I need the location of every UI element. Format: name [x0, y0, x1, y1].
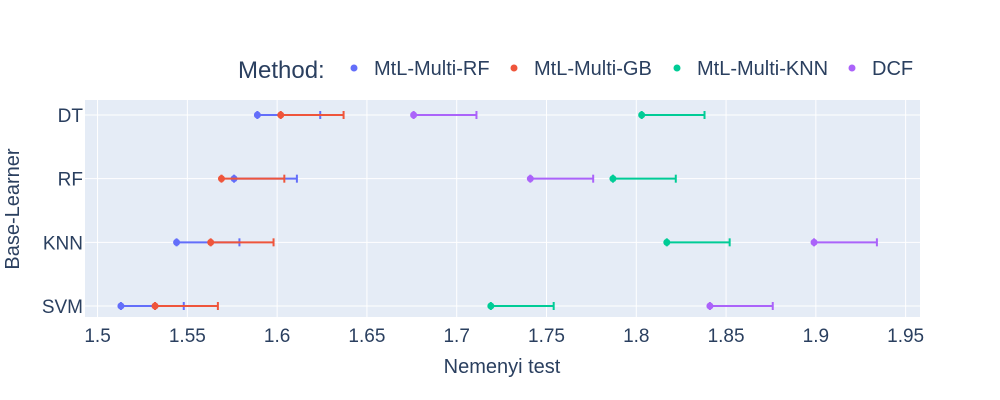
legend-marker — [510, 64, 518, 72]
legend-label: MtL-Multi-GB — [534, 58, 652, 80]
data-point[interactable] — [663, 238, 671, 246]
y-tick-labels: DT RF KNN SVM — [42, 106, 84, 318]
legend-label: DCF — [872, 58, 913, 80]
legend-item[interactable]: MtL-Multi-RF — [350, 58, 490, 80]
x-tick-label: 1.55 — [169, 326, 206, 347]
data-point[interactable] — [487, 302, 495, 310]
data-point[interactable] — [706, 302, 714, 310]
x-tick-labels: 1.5 1.55 1.6 1.65 1.7 1.75 1.8 1.85 1.9 1.95 — [84, 326, 924, 347]
legend-marker — [848, 64, 856, 72]
data-point[interactable] — [151, 302, 159, 310]
legend-title: Method: — [238, 57, 325, 84]
legend-label: MtL-Multi-RF — [374, 58, 490, 80]
data-point[interactable] — [117, 302, 125, 310]
x-tick-label: 1.85 — [708, 326, 745, 347]
series-mtl-multi-gb — [151, 111, 345, 311]
data-point[interactable] — [277, 111, 285, 119]
y-tick-label: SVM — [42, 297, 83, 318]
data-point[interactable] — [253, 111, 261, 119]
data-point[interactable] — [609, 175, 617, 183]
data-point[interactable] — [526, 175, 534, 183]
data-point[interactable] — [810, 238, 818, 246]
series-mtl-multi-knn — [487, 111, 731, 311]
data-point[interactable] — [207, 238, 215, 246]
legend[interactable]: Method: MtL-Multi-RF MtL-Multi-GB MtL-Mult… — [238, 57, 913, 84]
y-tick-label: KNN — [43, 233, 83, 254]
y-axis-title: Base-Learner — [2, 148, 24, 270]
data-point[interactable] — [217, 175, 225, 183]
chart-marks — [117, 111, 878, 311]
y-tick-label: DT — [58, 106, 84, 127]
legend-item[interactable]: MtL-Multi-KNN — [673, 58, 829, 80]
y-tick-label: RF — [58, 170, 83, 191]
x-tick-label: 1.95 — [887, 326, 924, 347]
data-point[interactable] — [410, 111, 418, 119]
x-tick-label: 1.9 — [803, 326, 829, 347]
plot-background — [85, 100, 920, 317]
x-tick-label: 1.6 — [264, 326, 290, 347]
x-axis-title: Nemenyi test — [444, 356, 561, 378]
legend-item[interactable]: DCF — [848, 58, 914, 80]
x-tick-label: 1.5 — [84, 326, 110, 347]
data-point[interactable] — [173, 238, 181, 246]
x-tick-label: 1.7 — [443, 326, 469, 347]
x-tick-label: 1.65 — [348, 326, 385, 347]
x-tick-label: 1.8 — [623, 326, 649, 347]
legend-label: MtL-Multi-KNN — [697, 58, 828, 80]
legend-marker — [673, 64, 681, 72]
legend-marker — [350, 64, 358, 72]
data-point[interactable] — [638, 111, 646, 119]
series-dcf — [410, 111, 878, 311]
legend-item[interactable]: MtL-Multi-GB — [510, 58, 652, 80]
x-tick-label: 1.75 — [528, 326, 565, 347]
